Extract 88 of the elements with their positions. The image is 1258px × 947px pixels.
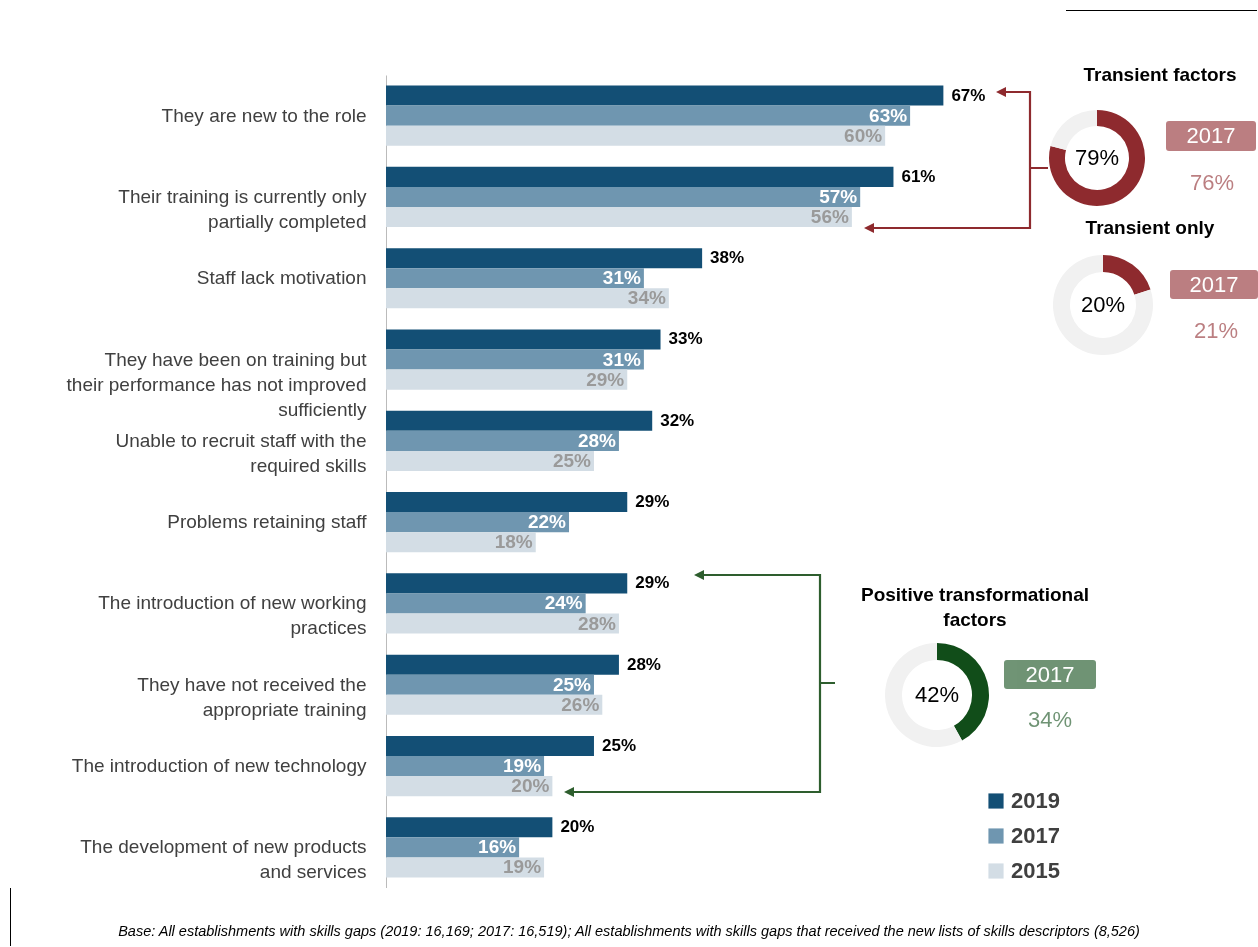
y-tick-label: Unable to recruit staff with the required skills: [115, 429, 367, 476]
y-tick-label: Problems retaining staff: [167, 511, 368, 533]
y-tick-label: They have not received the appropriate training: [137, 673, 367, 720]
bar: [386, 105, 911, 126]
bar: [386, 186, 861, 207]
data-label: 16%: [478, 836, 517, 858]
data-label: 22%: [527, 511, 567, 533]
bar: [386, 674, 594, 695]
bar: [386, 430, 619, 451]
data-label: 67%: [951, 85, 986, 105]
bar: [386, 369, 628, 390]
data-label: 28%: [577, 612, 617, 634]
data-label: 63%: [869, 104, 908, 126]
data-label: 20%: [511, 775, 550, 797]
legend-label: 2019: [1011, 788, 1060, 813]
data-label: 29%: [635, 573, 670, 593]
donut-slice: [1050, 110, 1097, 151]
data-label: 32%: [660, 410, 695, 430]
data-label: 19%: [503, 755, 542, 777]
bar: [386, 349, 644, 370]
data-label: 79%: [1074, 145, 1120, 170]
data-label: 20%: [560, 817, 595, 837]
bar: [386, 756, 545, 777]
data-label: 25%: [552, 449, 592, 471]
data-label: 20%: [1080, 292, 1126, 317]
bar: [386, 329, 661, 350]
donut-slice: [885, 643, 963, 747]
y-tick-label: The development of new products and services: [80, 836, 367, 883]
data-label: 28%: [626, 654, 661, 674]
bar: [386, 512, 570, 533]
y-tick-label: The introduction of new working practices: [98, 592, 367, 639]
bar: [386, 776, 553, 797]
bar: [386, 613, 619, 634]
data-label: 38%: [710, 248, 745, 268]
data-label: 25%: [601, 736, 637, 755]
y-tick-label: They are new to the role: [161, 104, 367, 126]
data-label: 18%: [494, 531, 533, 553]
bar: [386, 248, 703, 269]
donut-slice: [1103, 255, 1151, 295]
data-label: 60%: [844, 124, 883, 146]
bar: [386, 125, 886, 146]
legend-label: 2015: [1011, 858, 1060, 883]
bar: [386, 593, 586, 614]
data-label: 31%: [602, 348, 641, 370]
y-tick-label: Staff lack motivation: [196, 267, 367, 289]
data-label: 61%: [901, 166, 936, 186]
data-label: 33%: [668, 329, 703, 349]
text: 34%: [1026, 707, 1073, 733]
data-label: 31%: [602, 267, 641, 289]
bar: [386, 817, 553, 838]
text: 2017: [1170, 270, 1258, 299]
bar: [386, 735, 594, 757]
data-label: 56%: [810, 206, 849, 227]
chart-title: Transient only: [1084, 216, 1216, 240]
bar: [386, 857, 545, 878]
bar: [386, 166, 894, 187]
data-label: 29%: [586, 368, 625, 390]
data-label: 19%: [503, 856, 542, 878]
data-label: 28%: [577, 429, 617, 451]
bar: [386, 288, 669, 309]
y-tick-label: The introduction of new technology: [71, 755, 367, 777]
bar: [386, 268, 644, 289]
bar: [386, 85, 944, 106]
chart-title: Positive transformational factors: [859, 583, 1091, 632]
text: 2017: [1004, 660, 1096, 689]
y-tick-label: They have been on training but their performance has not improved sufficiently: [66, 348, 368, 420]
legend-label: 2017: [1011, 823, 1060, 848]
data-label: 26%: [561, 693, 600, 715]
bar: [386, 694, 603, 715]
data-label: 29%: [635, 492, 670, 512]
text: 21%: [1192, 318, 1239, 344]
bar: [386, 206, 852, 228]
data-label: 24%: [544, 592, 583, 614]
text: 2017: [1166, 121, 1256, 151]
data-label: 25%: [552, 673, 592, 695]
data-label: 34%: [627, 287, 666, 309]
text: 76%: [1188, 170, 1235, 196]
bar: [386, 450, 594, 471]
text: Base: All establishments with skills gaps (2019: 16,169; 2017: 16,519); All establishments with skills gaps that received the new lists of skills descriptors (8,526): [117, 923, 1141, 939]
bar: [386, 654, 619, 675]
y-tick-label: Their training is currently only partially completed: [118, 185, 367, 232]
bar: [386, 573, 628, 594]
data-label: 57%: [819, 185, 858, 207]
data-label: 42%: [914, 682, 960, 707]
bar: [386, 410, 653, 431]
bar: [386, 492, 628, 513]
chart-title: Transient factors: [1082, 63, 1238, 87]
bar: [386, 532, 536, 553]
